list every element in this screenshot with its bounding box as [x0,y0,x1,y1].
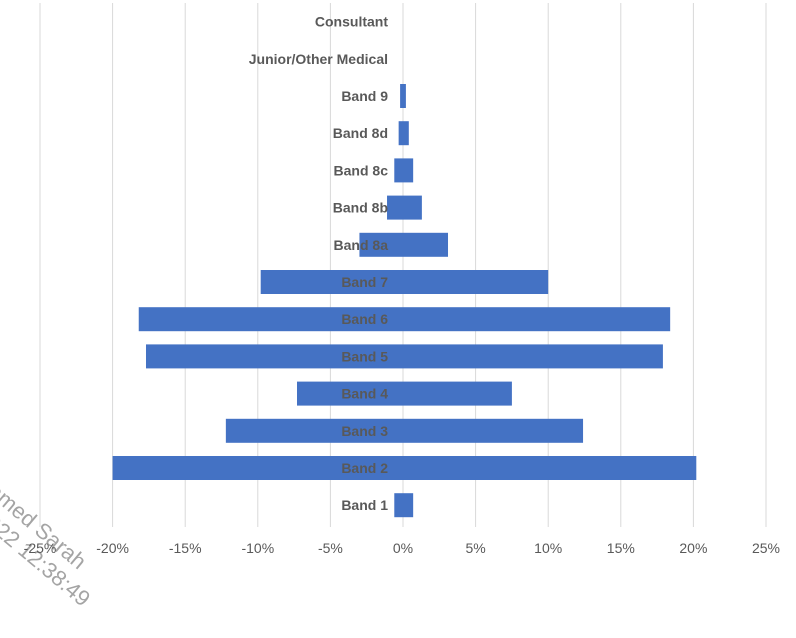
x-tick-label-0: -25% [24,540,57,556]
bar-series0-6 [359,232,403,257]
category-label-4: Band 8c [334,162,389,178]
bar-series1-2 [403,84,406,108]
x-tick-label-2: -15% [169,540,202,556]
bar-series0-12 [112,456,403,480]
category-labels: Consultant Junior/Other Medical Band 9 Band… [249,14,389,514]
bar-series1-8 [403,307,671,332]
bar-series1-4 [403,158,414,183]
x-tick-label-5: 0% [393,540,413,556]
bar-series0-8 [138,307,403,332]
bar-series1-9 [403,344,663,369]
x-tick-label-7: 10% [534,540,562,556]
category-label-2: Band 9 [341,88,388,104]
gridlines [39,3,767,527]
x-tick-label-4: -5% [318,540,343,556]
category-label-8: Band 6 [341,311,388,327]
bar-series0-11 [225,418,403,443]
category-label-13: Band 1 [341,497,388,513]
x-tick-label-3: -10% [241,540,274,556]
category-label-1: Junior/Other Medical [249,51,388,67]
bar-series0-10 [297,381,403,406]
bar-series0-13 [394,493,403,518]
category-label-9: Band 5 [341,348,388,364]
bar-series1-3 [403,121,409,146]
x-tick-label-10: 25% [752,540,780,556]
category-label-10: Band 4 [341,386,388,402]
bar-series1-10 [403,381,512,406]
x-axis-tick-labels: -25% -20% -15% -10% -5% 0% 5% 10% 15% 20% 25% [24,540,780,556]
bar-series0-5 [387,195,403,220]
population-pyramid-chart: Consultant Junior/Other Medical Band 9 Band… [24,3,780,556]
bar-series1-5 [403,195,422,220]
category-label-7: Band 7 [341,274,388,290]
x-tick-label-9: 20% [679,540,707,556]
category-label-0: Consultant [315,14,388,30]
x-tick-label-1: -20% [96,540,129,556]
bar-series0-4 [394,158,403,183]
bar-series1-7 [403,270,549,294]
bar-series0-9 [145,344,403,369]
bar-series1-13 [403,493,414,518]
bar-series1-6 [403,232,449,257]
category-label-11: Band 3 [341,423,388,439]
bar-series1-11 [403,418,584,443]
x-tick-label-8: 15% [607,540,635,556]
bar-series1-12 [403,456,697,480]
category-label-5: Band 8b [333,200,388,216]
category-label-3: Band 8d [333,125,388,141]
bars [112,84,697,518]
category-label-12: Band 2 [341,460,388,476]
x-tick-label-6: 5% [465,540,485,556]
bar-series0-7 [260,270,403,294]
bar-series0-3 [398,121,403,146]
category-label-6: Band 8a [334,237,389,253]
bar-series0-2 [400,84,403,108]
